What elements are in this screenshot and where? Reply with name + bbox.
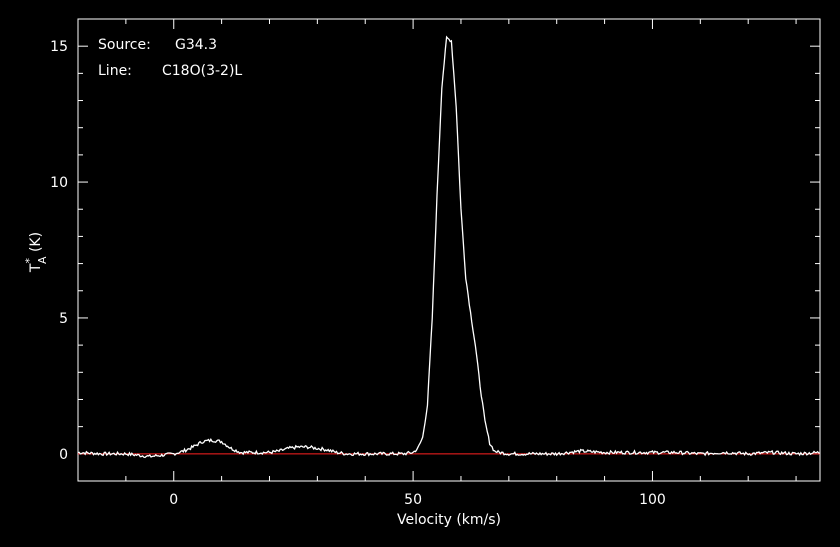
y-tick-label: 10 [50, 175, 68, 191]
tick-labels: 0 50 100 0 5 10 15 [50, 39, 666, 508]
y-tick-label: 0 [59, 447, 68, 463]
y-axis-label-sup: * [23, 258, 36, 264]
y-tick-label: 15 [50, 39, 68, 55]
source-value: G34.3 [175, 37, 217, 53]
line-key: Line: [98, 63, 132, 79]
source-key: Source: [98, 37, 151, 53]
y-axis-label-sub: A [36, 256, 49, 264]
plot-frame [77, 18, 821, 482]
y-axis-label-main: T [28, 263, 44, 273]
x-tick-label: 100 [639, 492, 666, 508]
spectrum-line [77, 35, 821, 459]
y-axis-label-rest: (K) [28, 232, 44, 257]
line-value: C18O(3-2)L [162, 63, 242, 79]
axis-ticks [77, 18, 820, 481]
x-tick-label: 50 [404, 492, 422, 508]
x-axis-label: Velocity (km/s) [397, 512, 501, 528]
y-axis-label: T*A (K) [23, 232, 49, 273]
svg-text:T*A (K): T*A (K) [23, 232, 49, 273]
y-tick-label: 5 [59, 311, 68, 327]
x-tick-label: 0 [169, 492, 178, 508]
